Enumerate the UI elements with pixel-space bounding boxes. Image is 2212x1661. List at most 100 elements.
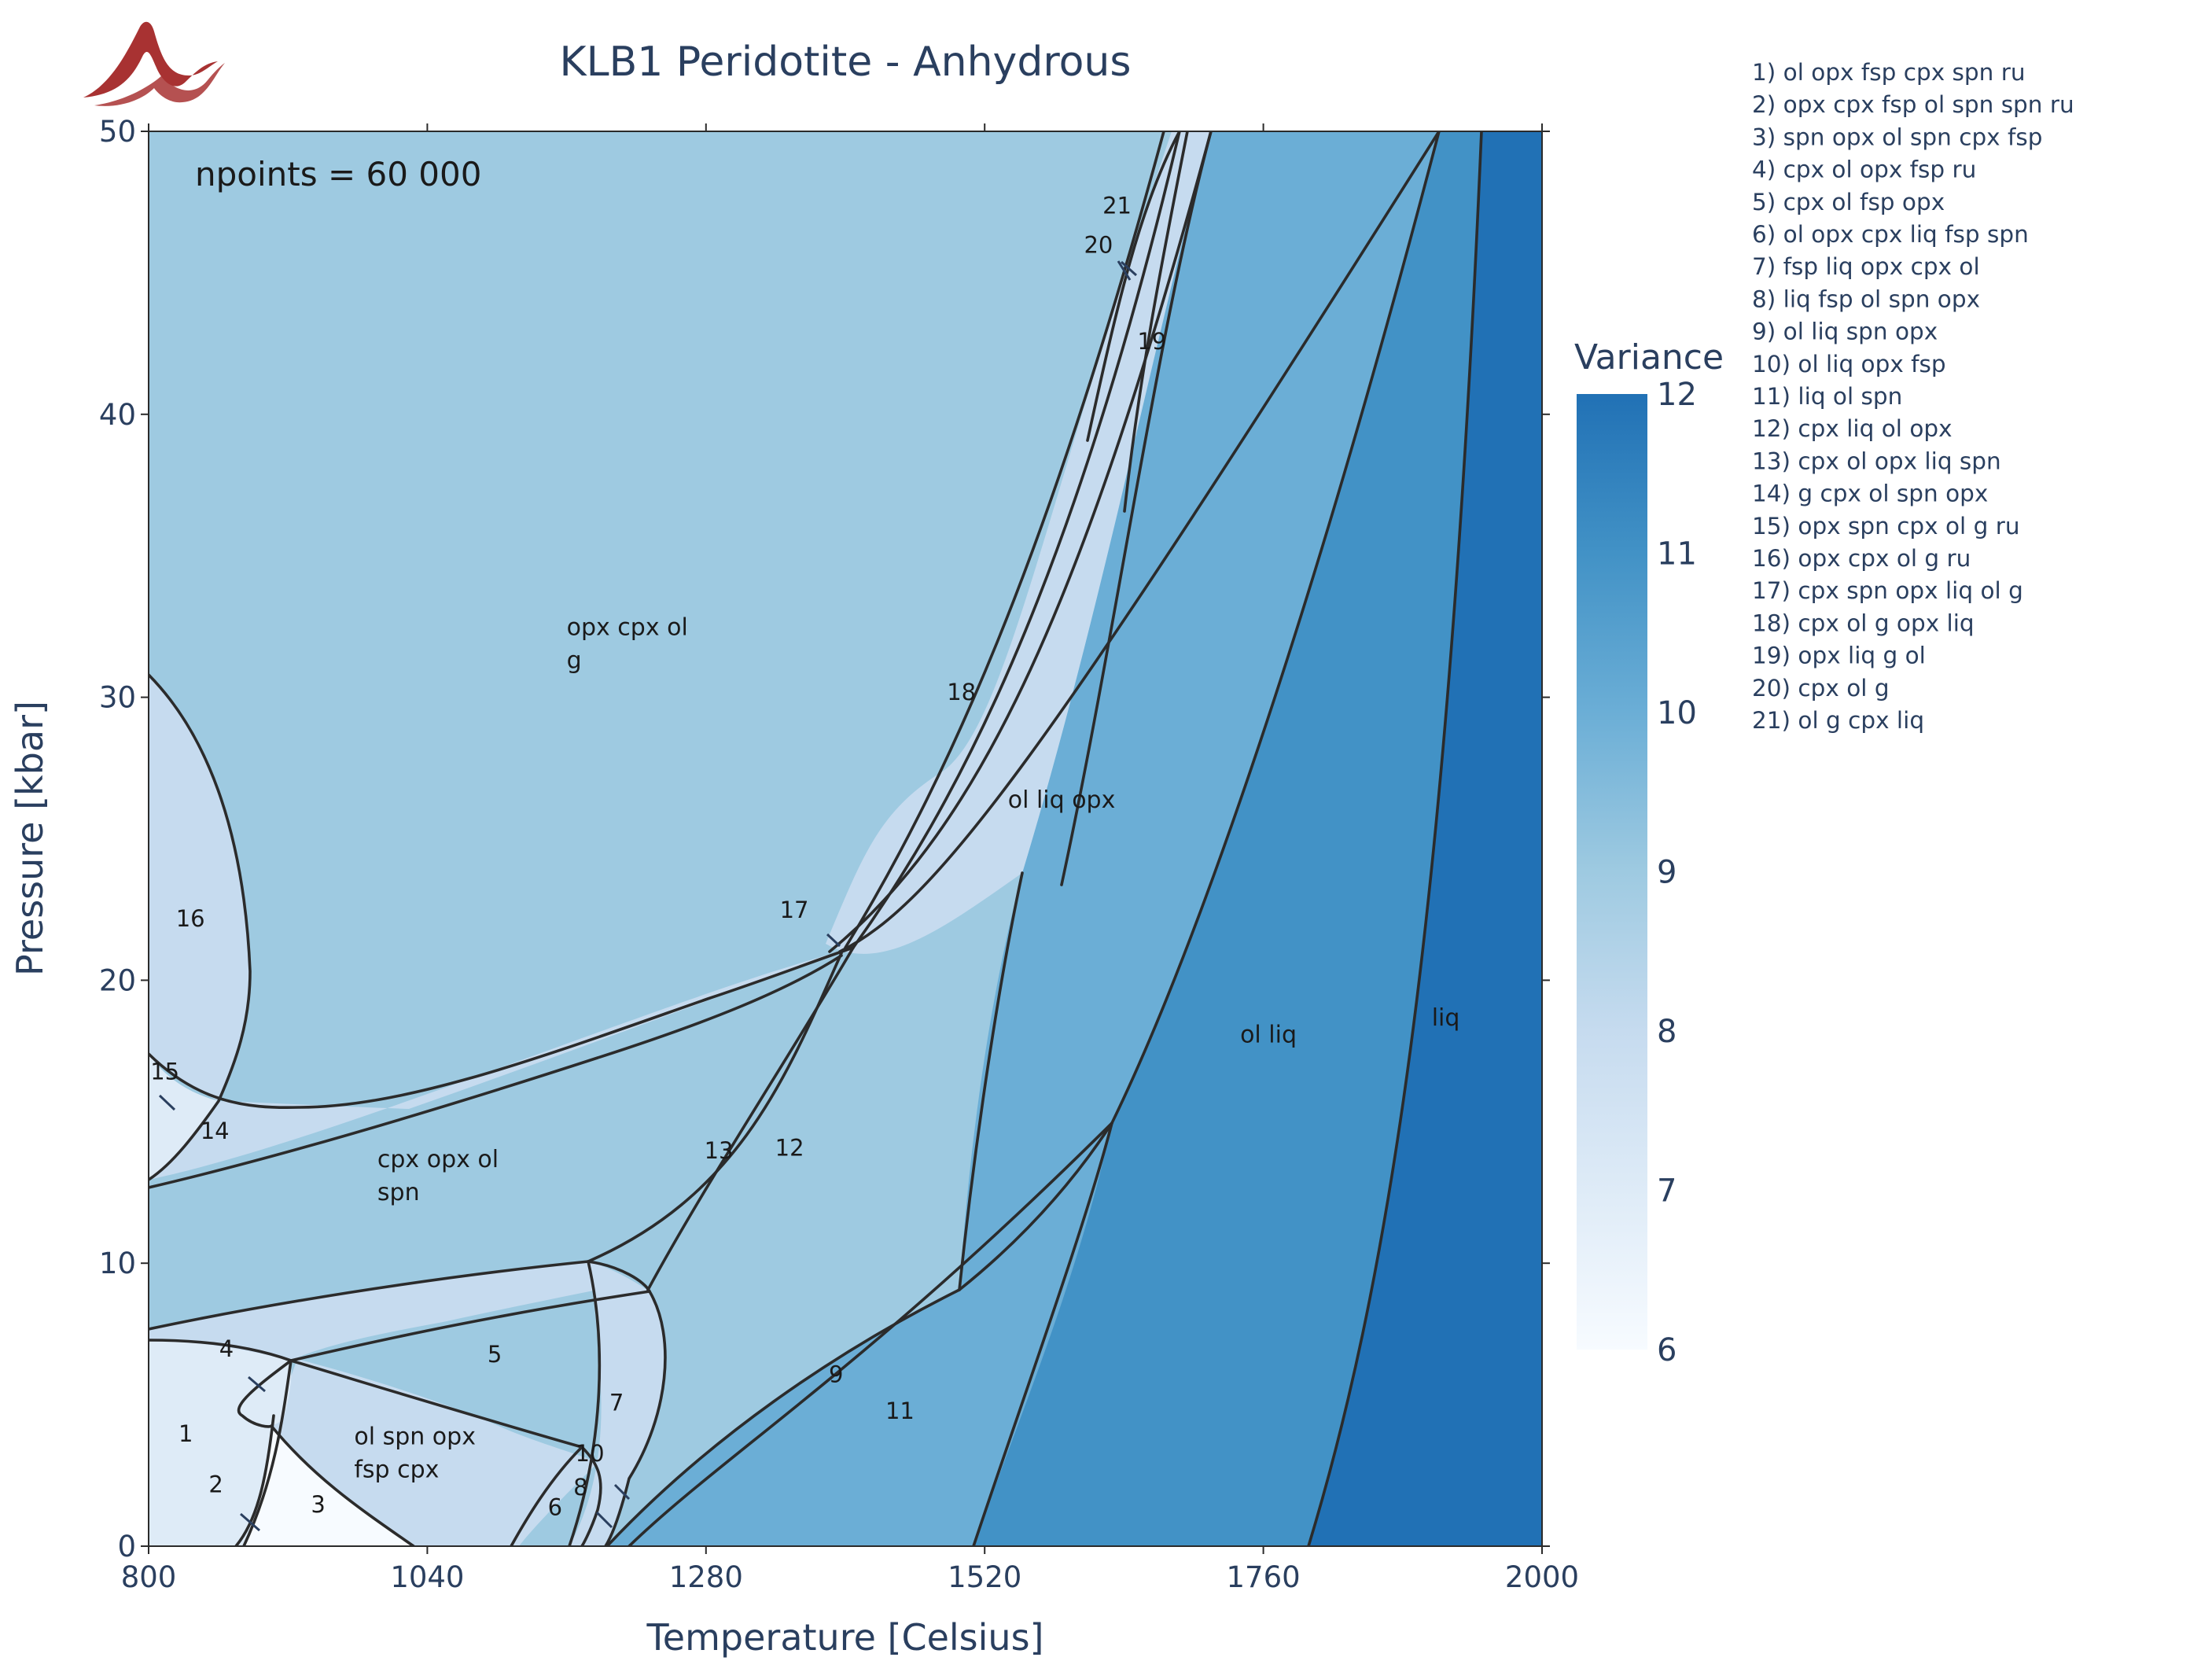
legend-entry: 19) opx liq g ol: [1752, 643, 1926, 669]
chart-title: KLB1 Peridotite - Anhydrous: [560, 39, 1132, 86]
label-pointer-arrows: [158, 260, 1138, 1532]
y-tick-label: 50: [99, 115, 136, 149]
field-label: cpx opx ol spn: [377, 1146, 499, 1206]
y-tick-label: 40: [99, 398, 136, 432]
numbered-label-14: 14: [201, 1118, 230, 1144]
field-labels: opx cpx ol g ol liq opx ol liq liq cpx opx ol…: [354, 613, 1459, 1483]
legend-entry: 12) cpx liq ol opx: [1752, 415, 1953, 442]
plot-area: [149, 131, 1542, 1546]
numbered-label-11: 11: [885, 1398, 915, 1424]
field-14: [149, 948, 853, 1180]
colorbar-ticks: 6 7 8 9 10 11 12: [1657, 377, 1697, 1368]
numbered-label-1: 1: [179, 1420, 193, 1447]
numbered-label-16: 16: [176, 905, 205, 932]
numbered-label-3: 3: [311, 1491, 325, 1518]
colorbar-tick-label: 11: [1657, 536, 1697, 573]
field-label-line2: g: [567, 646, 582, 674]
field-low-band: [149, 1261, 650, 1361]
field-4: [241, 1361, 292, 1427]
legend-entry: 20) cpx ol g: [1752, 675, 1890, 702]
tick-marks: [141, 123, 1550, 1554]
numbered-label-7: 7: [609, 1389, 624, 1416]
numbered-label-15: 15: [150, 1058, 179, 1085]
colorbar: Variance 6 7 8 9 10 11 12: [1574, 337, 1724, 1368]
numbered-label-12: 12: [775, 1134, 804, 1161]
phase-legend: 1) ol opx fsp cpx spn ru 2) opx cpx fsp o…: [1752, 59, 2074, 734]
y-tick-label: 20: [99, 963, 136, 997]
field-label-line1: ol spn opx: [354, 1423, 476, 1450]
legend-entry: 9) ol liq spn opx: [1752, 319, 1938, 345]
plot-frame: [148, 131, 1543, 1547]
field-label: liq: [1432, 1004, 1460, 1032]
legend-entry: 3) spn opx ol spn cpx fsp: [1752, 123, 2043, 150]
numbered-label-10: 10: [576, 1440, 605, 1467]
field-label-line1: ol liq: [1240, 1022, 1297, 1049]
field-label-line1: opx cpx ol: [567, 613, 688, 641]
legend-entry: 6) ol opx cpx liq fsp spn: [1752, 221, 2029, 248]
legend-entry: 1) ol opx fsp cpx spn ru: [1752, 59, 2026, 86]
field-label-line1: liq: [1432, 1004, 1460, 1032]
legend-entry: 8) liq fsp ol spn opx: [1752, 285, 1980, 312]
legend-entry: 4) cpx ol opx fsp ru: [1752, 157, 1976, 183]
x-tick-label: 800: [121, 1560, 177, 1594]
x-tick-label: 1760: [1227, 1560, 1301, 1594]
field-liq: [1308, 131, 1542, 1546]
numbered-label-19: 19: [1137, 328, 1166, 355]
y-tick-label: 0: [117, 1530, 136, 1563]
colorbar-tick-label: 9: [1657, 855, 1676, 891]
numbered-label-8: 8: [573, 1474, 587, 1501]
field-label: ol liq: [1240, 1022, 1297, 1049]
field-16: [149, 675, 250, 1101]
colorbar-gradient: [1577, 394, 1647, 1350]
field-label-line1: cpx opx ol: [377, 1146, 499, 1173]
x-tick-label: 1520: [948, 1560, 1021, 1594]
y-tick-label: 10: [99, 1247, 136, 1280]
field-label-line2: spn: [377, 1179, 420, 1206]
x-tick-label: 2000: [1505, 1560, 1579, 1594]
field-label: ol liq opx: [1008, 786, 1116, 814]
legend-entry: 7) fsp liq opx cpx ol: [1752, 253, 1980, 280]
field-17-18-band: [826, 131, 1211, 954]
legend-entry: 15) opx spn cpx ol g ru: [1752, 513, 2020, 540]
y-axis-title: Pressure [kbar]: [9, 701, 51, 976]
numbered-label-18: 18: [947, 679, 976, 705]
field-15: [149, 1054, 219, 1180]
numbered-label-2: 2: [208, 1471, 223, 1498]
legend-entry: 18) cpx ol g opx liq: [1752, 610, 1975, 636]
colorbar-tick-label: 6: [1657, 1332, 1676, 1368]
numbered-label-13: 13: [705, 1137, 734, 1164]
field-ol-spn-opx-fsp-cpx: [271, 1359, 598, 1546]
x-tick-label: 1280: [669, 1560, 743, 1594]
legend-entry: 5) cpx ol fsp opx: [1752, 189, 1945, 215]
field-label: ol spn opx fsp cpx: [354, 1423, 476, 1483]
legend-entry: 14) g cpx ol spn opx: [1752, 481, 1988, 507]
colorbar-tick-label: 7: [1657, 1173, 1676, 1210]
logo-icon: [83, 21, 225, 106]
numbered-label-9: 9: [829, 1361, 843, 1387]
phase-boundaries: [149, 131, 1483, 1546]
numbered-label-20: 20: [1084, 232, 1113, 259]
legend-entry: 11) liq ol spn: [1752, 383, 1902, 410]
npoints-annotation: npoints = 60 000: [195, 155, 481, 193]
numbered-label-6: 6: [548, 1493, 562, 1520]
field-label-line1: ol liq opx: [1008, 786, 1116, 814]
numbered-label-5: 5: [488, 1341, 502, 1368]
y-tick-label: 30: [99, 681, 136, 715]
colorbar-tick-label: 8: [1657, 1014, 1676, 1050]
field-label-line2: fsp cpx: [354, 1456, 439, 1483]
numbered-label-21: 21: [1102, 192, 1132, 219]
numbered-label-4: 4: [219, 1335, 234, 1362]
legend-entry: 21) ol g cpx liq: [1752, 707, 1924, 734]
legend-entry: 10) ol liq opx fsp: [1752, 351, 1946, 378]
colorbar-title: Variance: [1574, 337, 1724, 378]
field-3: [244, 1426, 414, 1546]
legend-entry: 17) cpx spn opx liq ol g: [1752, 577, 2023, 604]
field-label: opx cpx ol g: [567, 613, 688, 674]
x-axis-title: Temperature [Celsius]: [646, 1616, 1044, 1659]
numbered-label-17: 17: [780, 897, 809, 923]
field-7: [569, 1261, 665, 1546]
